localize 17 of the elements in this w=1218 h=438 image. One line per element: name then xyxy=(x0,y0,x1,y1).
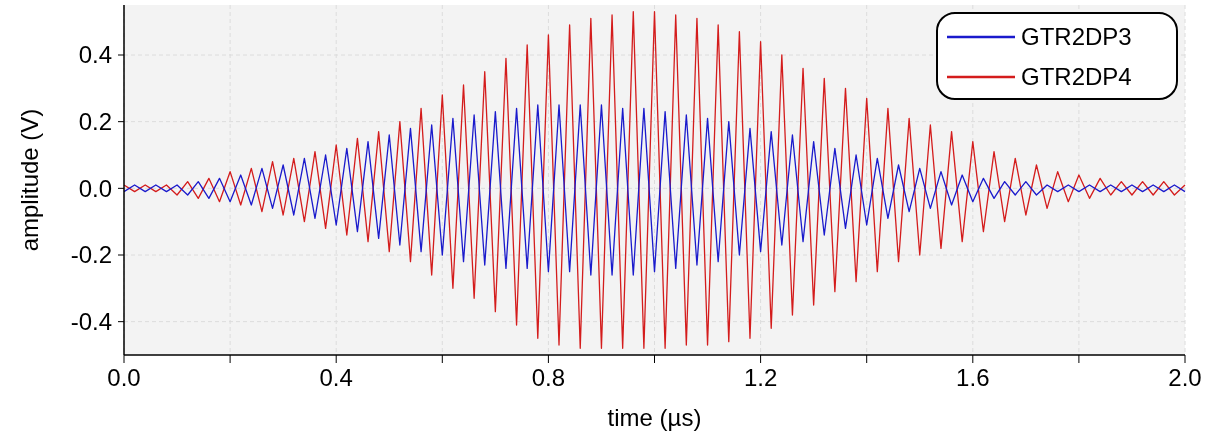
x-axis-title: time (µs) xyxy=(607,404,702,431)
x-tick-label: 0.0 xyxy=(107,364,141,391)
y-tick-label: -0.2 xyxy=(70,241,112,269)
y-tick-label: 0.2 xyxy=(78,108,112,136)
x-tick-label: 2.0 xyxy=(1168,364,1202,391)
y-axis-title: amplitude (V) xyxy=(16,108,43,252)
legend-label: GTR2DP3 xyxy=(1021,23,1132,51)
y-tick-label: 0.4 xyxy=(78,41,112,69)
line-series xyxy=(123,11,1186,349)
legend-label: GTR2DP4 xyxy=(1021,63,1132,91)
y-tick-label: 0.0 xyxy=(78,174,112,202)
line-series xyxy=(123,104,1186,276)
y-tick-label: -0.4 xyxy=(70,308,112,336)
x-tick-label: 1.6 xyxy=(956,364,990,391)
x-tick-label: 0.4 xyxy=(319,364,353,391)
x-tick-label: 1.2 xyxy=(743,364,778,391)
x-tick-label: 0.8 xyxy=(531,364,566,391)
